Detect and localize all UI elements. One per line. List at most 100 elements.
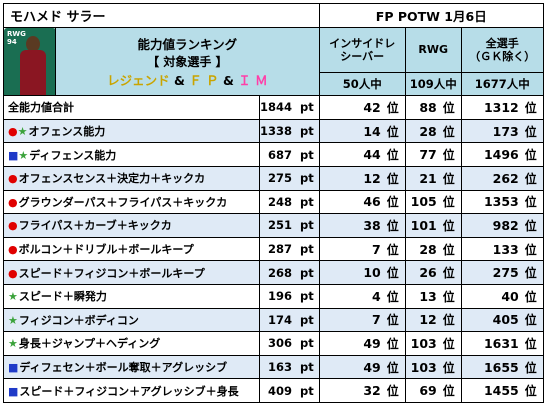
rank-rwg: 21 [419,170,437,186]
offense-dot-icon: ● [8,125,18,139]
title-line1: 能力値ランキング [137,36,238,52]
im-word: Ｉ Ｍ [238,72,268,88]
offense-dot-icon: ● [8,243,18,257]
stat-points-cell: 409 pt [259,378,320,403]
table-row: 全能力値合計 1844 pt 42 位 88 位 1312 位 [3,95,544,120]
rank-all-players-cell: 1455 位 [460,378,544,403]
stat-label-cell: 全能力値合計 [3,95,260,120]
rank-all-players-cell: 1496 位 [460,142,544,167]
rank-unit: 位 [386,266,399,281]
rank-inside-receiver-cell: 49 位 [318,354,406,380]
rank-inside-receiver: 49 [363,335,381,351]
rank-all-players-cell: 1353 位 [460,189,544,215]
rank-unit: 位 [524,384,537,399]
rank-all-players: 133 [492,241,519,257]
defense-square-icon: ■ [8,361,19,375]
rank-all-players-cell: 262 位 [460,165,544,191]
stat-label-cell: ★★身長＋ジャンプ＋ヘディング [3,331,260,356]
rank-unit: 位 [524,266,537,281]
rank-all-players-cell: 133 位 [460,236,544,262]
row-marker: ■■ [8,385,18,398]
rank-inside-receiver: 38 [363,217,381,233]
rank-unit: 位 [442,289,455,304]
rank-inside-receiver-cell: 46 位 [318,189,406,215]
stat-points-cell: 1844 pt [259,95,320,120]
table-row: ●●グラウンダーパス＋フライパス＋キックカ 248 pt 46 位 105 位 1353 位 [3,189,544,215]
rank-all-players-cell: 173 位 [460,118,544,144]
rank-all-players-cell: 1312 位 [460,95,544,120]
rank-all-players-cell: 982 位 [460,213,544,238]
rank-unit: 位 [442,171,455,186]
stat-label: スピード＋フィジコン＋ボールキープ [18,266,205,280]
rank-unit: 位 [442,148,455,163]
table-row: ■■ディフェセン＋ボール奪取＋アグレッシブ 163 pt 49 位 103 位 1655 位 [3,354,544,380]
rank-inside-receiver: 12 [363,170,381,186]
rank-rwg: 101 [410,217,437,233]
col-head-rwg: RWG [404,26,462,73]
points-unit: pt [300,383,314,398]
rank-unit: 位 [524,336,537,351]
points-unit: pt [300,336,314,351]
player-head-shape [26,35,40,52]
stat-points-cell: 268 pt [259,260,320,285]
rank-rwg-cell: 69 位 [404,378,462,403]
rank-rwg: 103 [410,335,437,351]
rank-unit: 位 [442,124,455,139]
rank-unit: 位 [442,218,455,233]
rank-all-players: 1631 [483,335,519,351]
rank-unit: 位 [524,242,537,257]
title-line2: 【 対象選手 】 [147,54,228,69]
rank-unit: 位 [524,360,537,375]
stat-points: 687 [268,147,293,162]
rank-inside-receiver: 49 [363,359,381,375]
rank-rwg-cell: 13 位 [404,283,462,309]
rank-unit: 位 [386,100,399,115]
rank-rwg-cell: 28 位 [404,118,462,144]
stat-points-cell: 163 pt [259,354,320,380]
rank-unit: 位 [442,313,455,328]
stat-points: 306 [268,336,293,351]
stat-label-cell: ●●ボルコン＋ドリブル＋ボールキープ [3,236,260,262]
points-unit: pt [300,100,314,115]
star-icon: ★ [8,290,18,304]
stat-points: 275 [268,171,293,186]
rank-unit: 位 [442,195,455,210]
stat-label-cell: ■★■★ディフェンス能力 [3,142,260,167]
rank-unit: 位 [524,289,537,304]
rank-unit: 位 [386,336,399,351]
amp-2: & [222,72,234,88]
rank-all-players: 40 [501,288,519,304]
rank-inside-receiver: 32 [363,383,381,399]
col-head-inside-receiver: インサイドレ シーバー [318,26,406,73]
star-icon: ★ [17,125,28,139]
row-marker: ●★●★ [8,125,27,138]
rank-rwg-cell: 103 位 [404,331,462,356]
stat-points: 196 [268,289,293,304]
rank-inside-receiver-cell: 44 位 [318,142,406,167]
count-row: 50人中 109人中 1677人中 [4,71,544,97]
rank-inside-receiver-cell: 38 位 [318,213,406,238]
stat-points-cell: 687 pt [259,142,320,167]
table-row: ●●スピード＋フィジコン＋ボールキープ 268 pt 10 位 26 位 275 位 [3,260,544,285]
rank-inside-receiver-cell: 12 位 [318,165,406,191]
rank-unit: 位 [524,100,537,115]
table-row: ■■スピード＋フィジコン＋アグレッシブ＋身長 409 pt 32 位 69 位 1455 位 [3,378,544,403]
rank-rwg: 103 [410,359,437,375]
rank-unit: 位 [442,266,455,281]
rank-rwg-cell: 105 位 [404,189,462,215]
player-body-shape [20,49,46,95]
count-inside-receiver: 50人中 [318,71,406,97]
row-marker: ●● [8,267,18,280]
stat-points: 174 [268,312,293,327]
rank-all-players: 1312 [483,99,519,115]
rank-all-players: 982 [492,217,519,233]
rank-unit: 位 [442,100,455,115]
rank-unit: 位 [386,171,399,186]
rank-inside-receiver: 10 [363,265,381,281]
rank-inside-receiver: 7 [372,312,381,328]
rank-rwg: 105 [410,194,437,210]
rank-all-players-cell: 1631 位 [460,331,544,356]
stat-points: 1338 [260,124,293,139]
